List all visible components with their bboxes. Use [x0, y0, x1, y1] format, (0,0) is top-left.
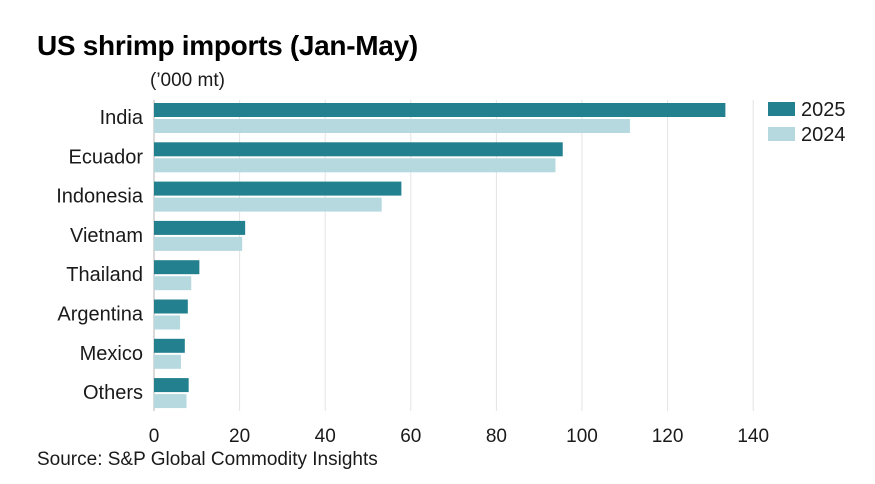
category-label: Thailand: [66, 264, 143, 286]
category-labels: India Ecuador Indonesia Vietnam Thailand Arge…: [56, 107, 144, 404]
bar-2025-india: [154, 103, 726, 117]
bar-2024-india: [154, 119, 630, 133]
bar-2025-argentina: [154, 299, 188, 314]
bar-2025-ecuador: [154, 142, 563, 157]
source-note: Source: S&P Global Commodity Insights: [37, 449, 378, 470]
x-tick-label: 20: [229, 426, 250, 447]
bar-2024-thailand: [154, 276, 192, 291]
x-tick-label: 60: [400, 426, 421, 447]
unit-label: (’000 mt): [150, 70, 225, 91]
bar-2025-indonesia: [154, 181, 402, 196]
legend-swatch-2024: [768, 127, 795, 141]
category-label: Indonesia: [56, 186, 144, 208]
legend-label-2024: 2024: [801, 124, 846, 146]
x-tick-label: 100: [566, 426, 598, 447]
category-label: India: [100, 107, 144, 129]
bar-2024-mexico: [154, 354, 181, 369]
bar-2025-mexico: [154, 338, 185, 353]
x-tick-label: 140: [737, 426, 769, 447]
bar-2025-others: [154, 378, 189, 393]
bar-2024-vietnam: [154, 236, 243, 251]
bar-2024-ecuador: [154, 158, 556, 173]
category-label: Ecuador: [69, 146, 144, 168]
chart-title: US shrimp imports (Jan-May): [37, 30, 418, 61]
legend: 2025 2024: [768, 99, 846, 146]
bar-2024-indonesia: [154, 197, 382, 212]
bars: [154, 103, 726, 409]
category-label: Mexico: [80, 343, 143, 365]
x-tick-label: 0: [149, 426, 160, 447]
bar-2024-argentina: [154, 315, 181, 330]
bar-2024-others: [154, 394, 187, 409]
category-label: Argentina: [57, 304, 143, 326]
x-tick-label: 80: [486, 426, 507, 447]
bar-2025-vietnam: [154, 220, 246, 235]
legend-label-2025: 2025: [801, 99, 846, 121]
x-tick-label: 40: [315, 426, 336, 447]
x-tick-label: 120: [652, 426, 684, 447]
x-axis-ticks: 0 20 40 60 80 100 120 140: [149, 426, 769, 447]
category-label: Vietnam: [70, 225, 143, 247]
category-label: Others: [83, 382, 143, 404]
bar-2025-thailand: [154, 260, 200, 275]
legend-swatch-2025: [768, 102, 795, 116]
